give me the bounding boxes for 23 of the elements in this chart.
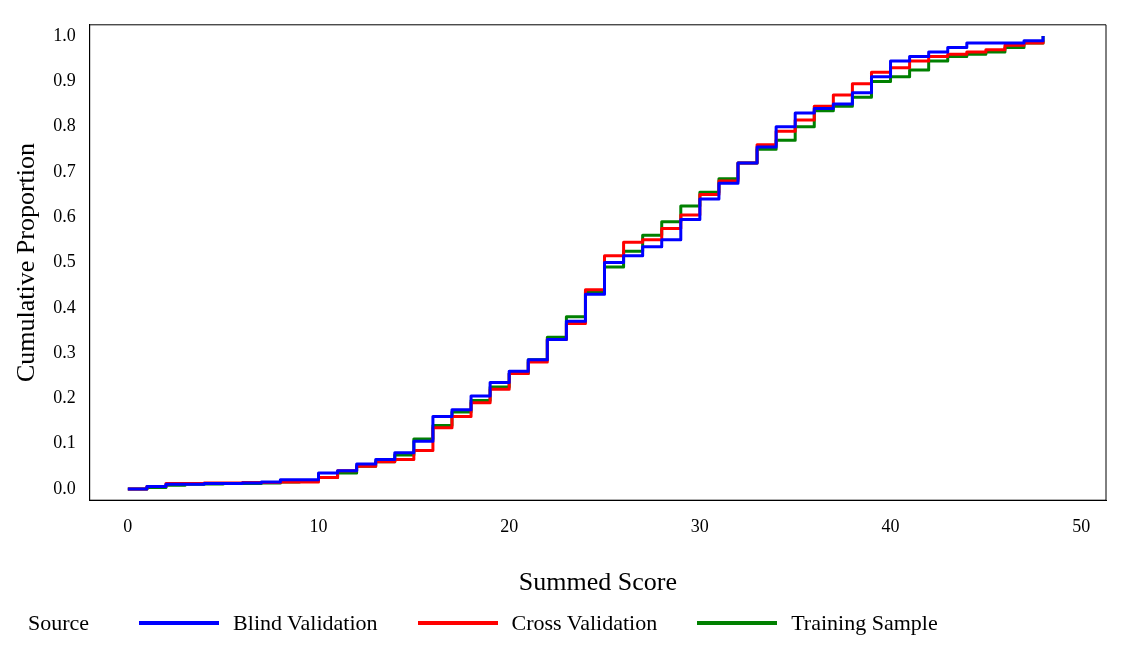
legend-label: Cross Validation	[511, 610, 658, 636]
x-tick-label: 10	[309, 515, 328, 536]
y-tick-label: 0.6	[53, 205, 76, 226]
y-tick-label: 0.5	[53, 251, 76, 272]
y-axis-title: Cumulative Proportion	[11, 142, 41, 383]
x-tick-label: 30	[690, 515, 709, 536]
x-tick-label: 0	[123, 515, 133, 536]
x-tick-label: 50	[1072, 515, 1091, 536]
x-axis-title: Summed Score	[518, 567, 677, 597]
x-tick-label: 40	[881, 515, 900, 536]
y-tick-label: 0.2	[53, 387, 76, 408]
legend-label: Training Sample	[791, 610, 938, 636]
y-tick-label: 0.1	[53, 432, 76, 453]
y-tick-label: 1.0	[53, 24, 76, 45]
y-tick-label: 0.0	[53, 477, 76, 498]
legend-label: Blind Validation	[233, 610, 378, 636]
x-tick-label: 20	[500, 515, 519, 536]
legend-title: Source	[28, 610, 90, 636]
y-tick-label: 0.7	[53, 160, 76, 181]
y-tick-label: 0.3	[53, 341, 76, 362]
y-tick-label: 0.9	[53, 70, 76, 91]
y-tick-label: 0.4	[53, 296, 76, 317]
y-tick-label: 0.8	[53, 115, 76, 136]
